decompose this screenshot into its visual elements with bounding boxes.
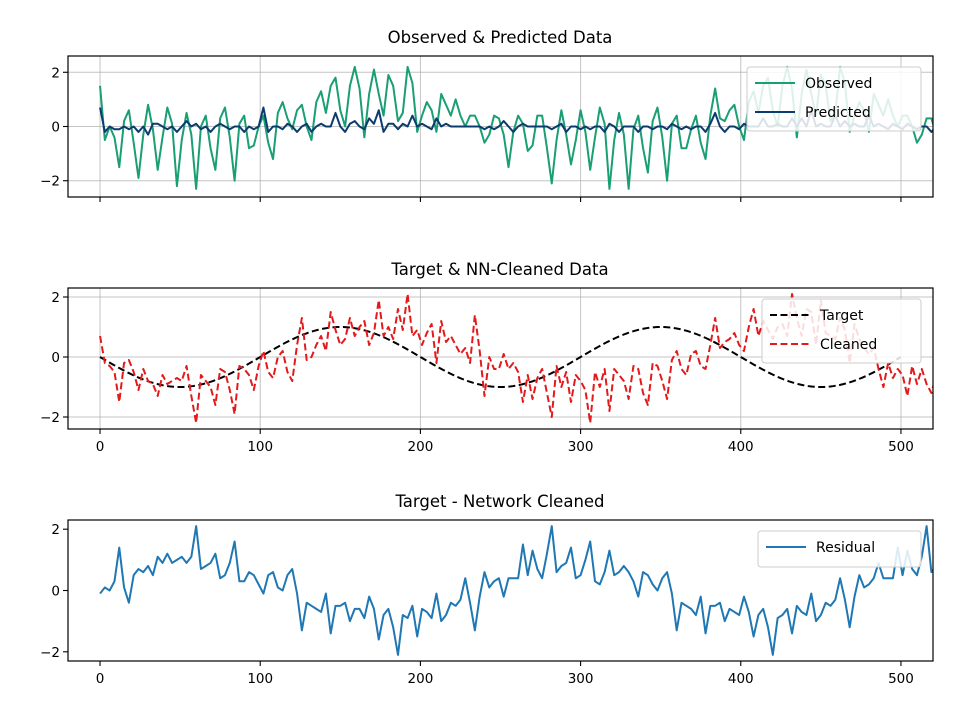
- panel-observed-predicted: Observed & Predicted Data −2 0 2 Observed …: [40, 28, 934, 202]
- ticks: −2 0 2: [40, 65, 902, 202]
- y-tick-label: 2: [51, 290, 60, 306]
- panel-target-cleaned: Target & NN-Cleaned Data 0 100 200 300 400 50…: [40, 260, 934, 455]
- legend: Residual: [757, 530, 922, 568]
- series-line-residual: [99, 525, 933, 656]
- legend-label-observed: Observed: [805, 76, 872, 92]
- y-tick-label: −2: [40, 645, 60, 661]
- x-tick-label: 400: [728, 439, 754, 455]
- panel-title: Observed & Predicted Data: [388, 28, 613, 47]
- legend-label-residual: Residual: [816, 540, 875, 556]
- legend-label-target: Target: [819, 308, 864, 324]
- y-tick-label: 2: [51, 522, 60, 538]
- x-tick-label: 0: [96, 439, 105, 455]
- panel-title: Target & NN-Cleaned Data: [390, 260, 608, 279]
- x-tick-label: 400: [728, 671, 754, 687]
- y-tick-label: 0: [51, 350, 60, 366]
- x-tick-label: 200: [408, 439, 434, 455]
- series-layer: [99, 525, 933, 656]
- x-tick-label: 500: [888, 671, 914, 687]
- series-line-target: [99, 326, 902, 388]
- grid: [68, 288, 933, 429]
- legend-label-cleaned: Cleaned: [820, 337, 877, 353]
- ticks: 0 100 200 300 400 500 −2 0 2: [40, 522, 914, 687]
- y-tick-label: 2: [51, 65, 60, 81]
- panel-title: Target - Network Cleaned: [394, 492, 604, 511]
- legend-box: [757, 530, 922, 568]
- x-tick-label: 100: [247, 439, 273, 455]
- x-tick-label: 300: [568, 439, 594, 455]
- x-tick-label: 500: [888, 439, 914, 455]
- x-tick-label: 200: [408, 671, 434, 687]
- y-tick-label: 0: [51, 584, 60, 600]
- legend: Observed Predicted: [746, 66, 922, 132]
- y-tick-label: 0: [51, 120, 60, 136]
- x-tick-label: 0: [96, 671, 105, 687]
- legend: Target Cleaned: [761, 298, 922, 364]
- ticks: 0 100 200 300 400 500 −2 0 2: [40, 290, 914, 455]
- axes-frame: [67, 287, 934, 430]
- y-tick-label: −2: [40, 174, 60, 190]
- panel-residual: Target - Network Cleaned 0 100 200 300 400 50…: [40, 492, 934, 687]
- x-tick-label: 100: [247, 671, 273, 687]
- y-tick-label: −2: [40, 410, 60, 426]
- legend-label-predicted: Predicted: [805, 105, 871, 121]
- x-tick-label: 300: [568, 671, 594, 687]
